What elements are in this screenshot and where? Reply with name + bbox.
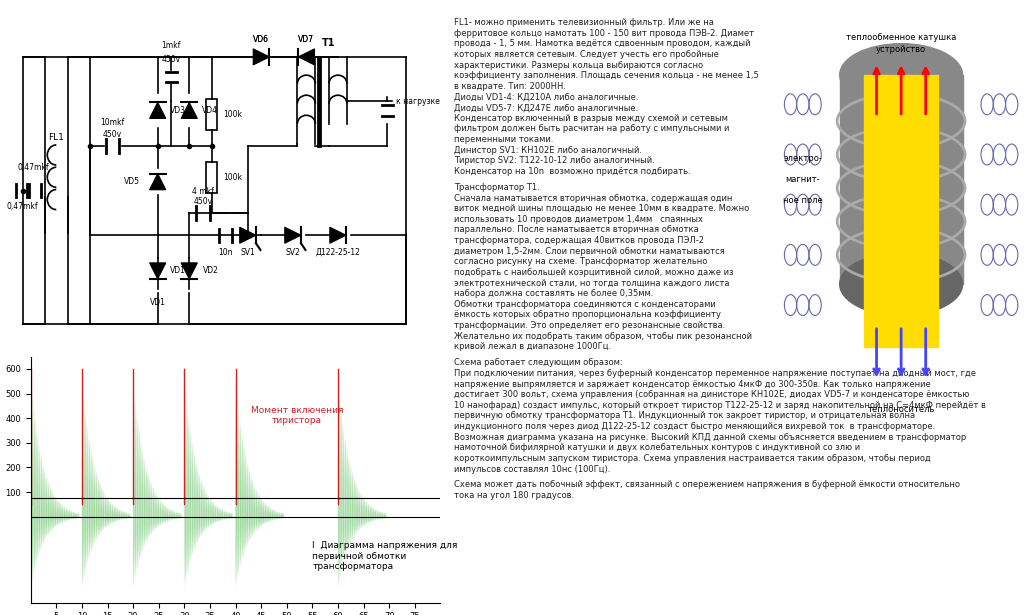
Polygon shape (298, 49, 314, 65)
Text: ное поле: ное поле (783, 196, 822, 205)
Text: Трансформатор Т1.: Трансформатор Т1. (455, 183, 540, 192)
Text: Обмотки трансформатора соединяются с конденсаторами: Обмотки трансформатора соединяются с кон… (455, 300, 716, 309)
Text: коэффициенту заполнения. Площадь сечения кольца - не менее 1,5: коэффициенту заполнения. Площадь сечения… (455, 71, 759, 81)
Text: 10n: 10n (218, 248, 232, 256)
Bar (864, 75, 938, 347)
Text: импульсов составлял 10нс (100Гц).: импульсов составлял 10нс (100Гц). (455, 464, 610, 474)
Text: 100k: 100k (223, 110, 242, 119)
Text: намоточной бифилярной катушки и двух колебательных контуров с индуктивной со злю: намоточной бифилярной катушки и двух кол… (455, 443, 860, 452)
Polygon shape (330, 227, 346, 244)
Text: T1: T1 (323, 38, 336, 48)
Polygon shape (253, 49, 269, 65)
Text: VD2: VD2 (203, 266, 219, 276)
Text: первичную обмотку трансформатора Т1. Индукционный ток закроет тиристор, и отрица: первичную обмотку трансформатора Т1. Инд… (455, 411, 915, 421)
Text: в квадрате. Тип: 2000НН.: в квадрате. Тип: 2000НН. (455, 82, 566, 91)
Text: характеристики. Размеры кольца выбираются согласно: характеристики. Размеры кольца выбираютс… (455, 61, 703, 69)
Polygon shape (240, 227, 256, 244)
Text: 1mkf: 1mkf (162, 41, 181, 50)
Text: 450v: 450v (162, 55, 181, 63)
Text: напряжение выпрямляется и заряжает конденсатор ёмкостью 4мкФ до 300-350в. Как то: напряжение выпрямляется и заряжает конде… (455, 379, 931, 389)
Text: 10 нанофарад) создаст импульс, который откроет тиристор Т122-25-12 и заряд накоп: 10 нанофарад) создаст импульс, который о… (455, 401, 986, 410)
Text: Динистор SV1: КН102Е либо аналогичный.: Динистор SV1: КН102Е либо аналогичный. (455, 146, 642, 155)
Text: провода - 1, 5 мм. Намотка ведётся сдвоенным проводом, каждый: провода - 1, 5 мм. Намотка ведётся сдвое… (455, 39, 751, 49)
Polygon shape (181, 263, 198, 279)
Text: Диоды VD1-4: КД210А либо аналогичные.: Диоды VD1-4: КД210А либо аналогичные. (455, 93, 639, 101)
Text: согласно рисунку на схеме. Трансформатор желательно: согласно рисунку на схеме. Трансформатор… (455, 257, 708, 266)
Text: FL1: FL1 (48, 133, 65, 141)
Text: Конденсатор включенный в разрыв между схемой и сетевым: Конденсатор включенный в разрыв между сх… (455, 114, 728, 123)
Text: Тиристор SV2: Т122-10-12 либо аналогичный.: Тиристор SV2: Т122-10-12 либо аналогичны… (455, 156, 655, 165)
Text: VD5: VD5 (124, 177, 139, 186)
Text: электротехнической стали, но тогда толщина каждого листа: электротехнической стали, но тогда толщи… (455, 279, 730, 288)
Text: магнит-: магнит- (785, 175, 820, 184)
Text: подобрать с наибольшей коэрцитивной силой, можно даже из: подобрать с наибольшей коэрцитивной сило… (455, 268, 734, 277)
Text: 10mkf: 10mkf (100, 118, 125, 127)
Text: При подключении питания, через буферный конденсатор переменное напряжение поступ: При подключении питания, через буферный … (455, 369, 976, 378)
Text: ёмкость которых обратно пропорциональна коэффициенту: ёмкость которых обратно пропорциональна … (455, 311, 721, 319)
Text: 450v: 450v (103, 130, 122, 140)
Text: SV1: SV1 (241, 248, 255, 256)
Text: набора должна составлять не более 0,35мм.: набора должна составлять не более 0,35мм… (455, 289, 653, 298)
Polygon shape (150, 173, 166, 190)
Text: теплоноситель: теплоноситель (867, 405, 935, 414)
Text: Схема может дать побочный эффект, связанный с опережением напряжения в буферной : Схема может дать побочный эффект, связан… (455, 480, 961, 490)
Text: которых является сетевым. Следует учесть его пробойные: которых является сетевым. Следует учесть… (455, 50, 719, 59)
Bar (207, 162, 217, 193)
Polygon shape (285, 227, 301, 244)
Ellipse shape (840, 253, 963, 315)
Text: VD3: VD3 (170, 106, 186, 115)
Text: теплообменное катушка: теплообменное катушка (846, 33, 956, 42)
Text: 100k: 100k (223, 173, 242, 182)
Text: Схема работает следующим образом:: Схема работает следующим образом: (455, 359, 623, 367)
Text: SV2: SV2 (286, 248, 300, 256)
Text: диаметром 1,5-2мм. Слои первичной обмотки наматываются: диаметром 1,5-2мм. Слои первичной обмотк… (455, 247, 725, 256)
Text: переменными токами.: переменными токами. (455, 135, 554, 144)
Text: электро-: электро- (783, 154, 822, 163)
Text: 450v: 450v (194, 197, 212, 206)
Text: Желательно их подобрать таким образом, чтобы пик резонансной: Желательно их подобрать таким образом, ч… (455, 331, 753, 341)
Polygon shape (150, 263, 166, 279)
Text: фильтром должен быть расчитан на работу с импульсными и: фильтром должен быть расчитан на работу … (455, 124, 730, 133)
Text: трансформатора, содержащая 40витков провода ПЭЛ-2: трансформатора, содержащая 40витков пров… (455, 236, 705, 245)
Polygon shape (181, 102, 198, 119)
Text: ферритовое кольцо намотать 100 - 150 вит провода ПЭВ-2. Диамет: ферритовое кольцо намотать 100 - 150 вит… (455, 29, 755, 38)
Text: Возможная диаграмма указана на рисунке. Высокий КПД данной схемы объясняется вве: Возможная диаграмма указана на рисунке. … (455, 433, 967, 442)
Text: Сначала наматывается вторичная обмотка, содержащая один: Сначала наматывается вторичная обмотка, … (455, 194, 732, 202)
Text: VD6: VD6 (253, 36, 269, 44)
Text: Диоды VD5-7: КД247Е либо аналогичные.: Диоды VD5-7: КД247Е либо аналогичные. (455, 103, 639, 112)
Text: VD4: VD4 (202, 106, 218, 115)
Ellipse shape (840, 44, 963, 106)
Text: 4 mkf: 4 mkf (191, 187, 214, 196)
Text: устройство: устройство (877, 45, 926, 54)
Text: к нагрузке: к нагрузке (396, 97, 440, 106)
Text: индукционного поля через диод Д122-25-12 создаст быстро меняющийся вихревой ток : индукционного поля через диод Д122-25-12… (455, 422, 936, 431)
Text: VD7: VD7 (298, 36, 314, 44)
Polygon shape (150, 102, 166, 119)
Text: использовать 10 проводов диаметром 1,4мм   спаянных: использовать 10 проводов диаметром 1,4мм… (455, 215, 703, 224)
Text: достигает 300 вольт, схема управления (собранная на динисторе КН102Е, диодах VD5: достигает 300 вольт, схема управления (с… (455, 390, 970, 399)
Text: 0,47mkf: 0,47mkf (18, 163, 49, 172)
Text: Д122-25-12: Д122-25-12 (315, 248, 360, 256)
Text: Конденсатор на 10n  возможно придётся подбирать.: Конденсатор на 10n возможно придётся под… (455, 167, 691, 176)
Text: VD7: VD7 (298, 36, 314, 44)
Text: Момент включения
тиристора: Момент включения тиристора (251, 406, 343, 425)
Text: VD6: VD6 (253, 36, 269, 44)
Text: тока на угол 180 градусов.: тока на угол 180 градусов. (455, 491, 574, 500)
Text: I  Диаграмма напряжения для
первичной обмотки
трансформатора: I Диаграмма напряжения для первичной обм… (312, 541, 458, 571)
Bar (840, 75, 963, 284)
Text: параллельно. После наматывается вторичная обмотка: параллельно. После наматывается вторична… (455, 226, 699, 234)
Text: 0,47mkf: 0,47mkf (7, 202, 38, 211)
Text: VD1: VD1 (170, 266, 186, 276)
Text: виток медной шины площадью не менее 10мм в квадрате. Можно: виток медной шины площадью не менее 10мм… (455, 204, 750, 213)
Text: трансформации. Это определяет его резонансные свойства.: трансформации. Это определяет его резона… (455, 321, 725, 330)
Bar (207, 99, 217, 130)
Text: FL1- можно применить телевизионный фильтр. Или же на: FL1- можно применить телевизионный фильт… (455, 18, 714, 27)
Text: кривой лежал в диапазоне 1000Гц.: кривой лежал в диапазоне 1000Гц. (455, 343, 611, 351)
Text: короткоимпульсным запуском тиристора. Схема управления настраивается таким образ: короткоимпульсным запуском тиристора. Сх… (455, 454, 931, 463)
Text: VD1: VD1 (150, 298, 166, 307)
